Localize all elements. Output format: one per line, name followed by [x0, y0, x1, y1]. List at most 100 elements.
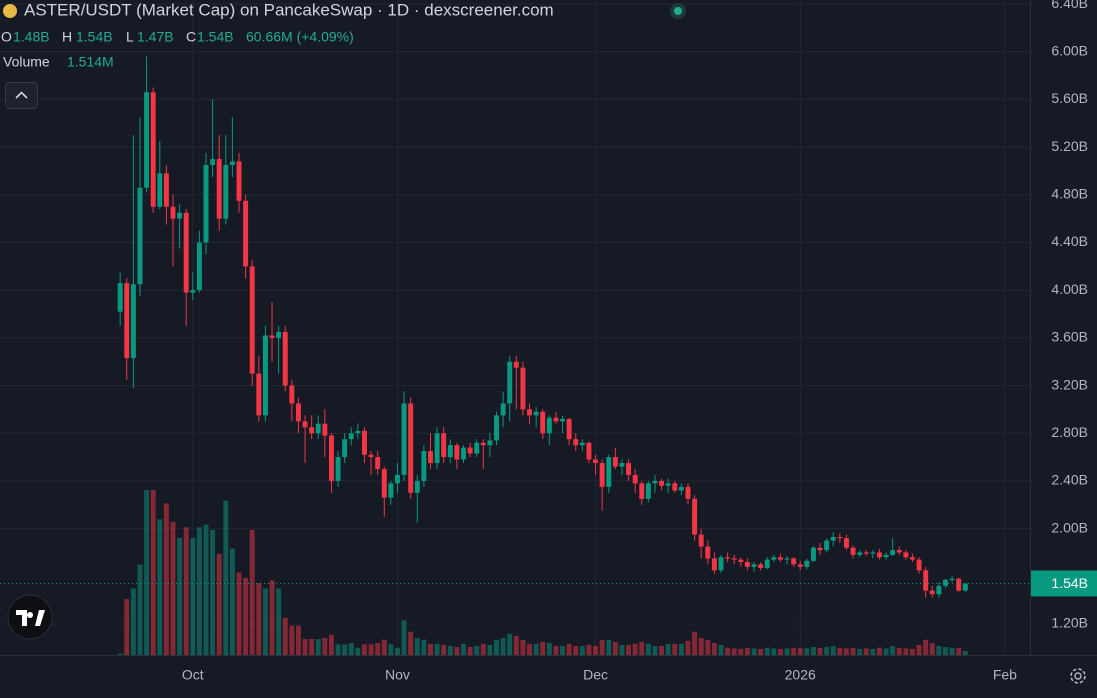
candle-body — [896, 550, 902, 553]
settings-button[interactable] — [1070, 668, 1086, 684]
volume-bar — [943, 647, 948, 655]
volume-bar — [454, 647, 460, 655]
candle-body — [144, 92, 150, 188]
candle-body — [434, 433, 440, 464]
volume-bar — [157, 519, 163, 655]
candle-body — [269, 335, 275, 338]
candle-body — [943, 579, 948, 586]
volume-bar — [216, 553, 222, 655]
candle-body — [672, 483, 678, 491]
volume-bar — [520, 639, 526, 655]
candle-body — [810, 547, 816, 561]
candle-body — [190, 290, 196, 293]
y-tick-label: 3.60B — [1051, 329, 1088, 345]
volume-bar — [817, 647, 823, 655]
candle-body — [513, 361, 519, 368]
volume-bar — [744, 647, 750, 655]
volume-bar — [368, 644, 374, 655]
y-tick-label: 2.00B — [1051, 519, 1088, 535]
volume-bar — [652, 645, 658, 655]
candle-body — [249, 266, 255, 374]
candle-body — [606, 457, 612, 487]
logo-mark[interactable] — [16, 610, 45, 626]
volume-name: Volume — [3, 54, 50, 70]
candle-body — [553, 417, 559, 422]
volume-bar — [685, 640, 691, 655]
volume-bar — [487, 644, 493, 655]
candle-body — [890, 550, 896, 555]
candle-body — [315, 423, 321, 434]
volume-bar — [949, 647, 955, 655]
candle-body — [355, 430, 361, 434]
candle-body — [447, 445, 453, 458]
gear-teeth[interactable] — [1070, 668, 1086, 684]
volume-bar — [513, 635, 519, 655]
volume-bar — [421, 639, 427, 655]
y-tick-label: 5.20B — [1051, 138, 1088, 154]
candle-body — [830, 536, 836, 541]
volume-bar — [791, 647, 797, 655]
volume-bar — [579, 645, 585, 655]
volume-bar — [725, 647, 731, 655]
candle-body — [196, 242, 202, 291]
volume-bar — [916, 644, 922, 655]
candle-body — [566, 418, 572, 440]
candle-body — [705, 546, 711, 559]
candle-body — [137, 187, 143, 285]
y-tick-label: 6.40B — [1051, 0, 1088, 11]
candle-body — [461, 447, 466, 460]
legend-key: L — [126, 29, 134, 45]
volume-bar — [295, 625, 301, 655]
candle-body — [771, 557, 777, 560]
candle-body — [876, 552, 882, 558]
volume-bar — [797, 647, 803, 655]
volume-bar — [606, 639, 612, 655]
status-dot — [674, 7, 682, 15]
gear-hub[interactable] — [1074, 672, 1082, 680]
candle-body — [791, 558, 797, 565]
candle-body — [685, 486, 691, 499]
collapse-button[interactable] — [5, 82, 38, 109]
legend-change: 60.66M (+4.09%) — [246, 29, 354, 45]
candle-body — [533, 411, 539, 416]
token-icon — [3, 4, 17, 18]
volume-bar — [414, 637, 420, 655]
candle-body — [593, 459, 599, 464]
volume-bar — [170, 521, 176, 655]
volume-bar — [843, 648, 849, 655]
volume-bar — [665, 643, 671, 655]
volume-bar — [249, 529, 255, 655]
candle-body — [804, 560, 810, 567]
volume-bar — [586, 644, 592, 655]
volume-bar — [711, 643, 717, 655]
chevron-up[interactable] — [15, 91, 28, 99]
legend-value: 1.54B — [76, 29, 113, 45]
grid — [0, 0, 1030, 655]
volume-bar — [639, 641, 645, 655]
candle-body — [883, 554, 889, 558]
y-tick-label: 5.60B — [1051, 90, 1088, 106]
volume-bar — [494, 639, 499, 655]
candle-body — [837, 536, 843, 539]
candle-body — [117, 283, 123, 312]
candle-body — [863, 552, 869, 554]
candle-body — [170, 206, 176, 219]
button-frame[interactable] — [5, 82, 38, 109]
volume-bar — [355, 647, 361, 655]
volume-bar — [190, 537, 196, 655]
y-tick-label: 2.40B — [1051, 472, 1088, 488]
volume-bar — [804, 648, 810, 655]
legend-value: 1.47B — [137, 29, 174, 45]
candle-body — [408, 403, 414, 493]
volume-bar — [335, 644, 341, 655]
axes: 6.40B 6.00B 5.60B 5.20B 4.80B 4.40B 4.00B 3.60B… — [182, 0, 1088, 683]
volume-bar — [328, 634, 334, 655]
legend-value: 1.54B — [197, 29, 234, 45]
candle-body — [130, 284, 136, 359]
candle-body — [494, 415, 499, 441]
tradingview-logo[interactable] — [7, 594, 53, 640]
legend-key: O — [1, 29, 12, 45]
